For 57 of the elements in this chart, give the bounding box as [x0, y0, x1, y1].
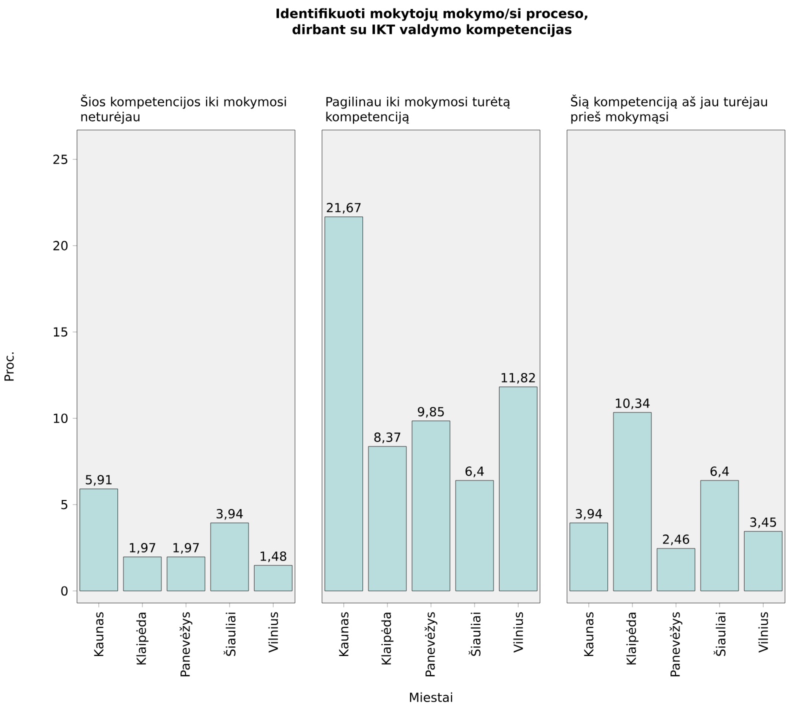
bar: [254, 565, 292, 592]
data-label: 6,4: [710, 466, 729, 478]
y-tick-label: 25: [53, 154, 68, 164]
data-label: 1,97: [130, 542, 156, 554]
x-tick-label: Panevėžys: [670, 612, 682, 676]
bar: [613, 412, 652, 592]
chart-subtitle: Šią kompetenciją aš jau turėjau prieš mokymąsi: [571, 94, 767, 124]
x-tick-label: Panevėžys: [180, 612, 192, 676]
x-tick-label: Šiauliai: [468, 612, 480, 656]
data-label: 8,37: [374, 432, 400, 444]
y-tick-label: 0: [61, 586, 68, 596]
x-tick-label: Vilnius: [758, 612, 768, 653]
chart-subtitle: Pagilinau iki mokymosi turėtą kompetenciją: [326, 96, 510, 124]
text: Identifikuoti mokytojų mokymo/si proceso, dirbant su IKT valdymo kompetencijas: [276, 8, 588, 37]
bar: [80, 488, 118, 592]
data-label: 1,48: [260, 551, 286, 562]
bar: [656, 548, 696, 592]
data-label: 21,67: [326, 202, 361, 214]
y-tick-label: 15: [54, 327, 68, 337]
bar: [570, 522, 608, 592]
x-tick-label: Šiauliai: [224, 612, 236, 656]
y-axis-title: Proc.: [4, 352, 14, 381]
bar: [123, 556, 162, 592]
x-tick-label: Kaunas: [339, 612, 348, 656]
data-label: 2,46: [663, 534, 690, 546]
x-tick-label: Panevėžys: [424, 612, 438, 676]
data-label: 9,85: [418, 406, 444, 418]
y-tick-label: 20: [53, 240, 68, 250]
y-tick-label: 10: [54, 414, 68, 424]
x-tick-label: Kaunas: [584, 612, 594, 656]
data-label: 11,82: [502, 372, 535, 384]
x-tick-label: Vilnius: [268, 612, 278, 653]
x-tick-label: Klaipėda: [136, 612, 148, 664]
bar: [166, 556, 206, 592]
bar: [368, 446, 407, 592]
data-label: 10,34: [616, 398, 650, 410]
data-label: 6,4: [466, 466, 484, 478]
data-label: 1,97: [173, 542, 199, 554]
bar: [412, 420, 450, 592]
y-tick-label: 5: [61, 500, 68, 510]
bar: [744, 531, 782, 592]
data-label: 3,94: [216, 508, 243, 520]
bar: [499, 386, 538, 592]
x-tick-label: Klaipėda: [381, 612, 394, 664]
x-tick-label: Vilnius: [513, 612, 524, 653]
data-label: 5,91: [86, 474, 112, 486]
bar: [210, 522, 249, 592]
bar: [455, 480, 494, 592]
x-tick-label: Kaunas: [94, 612, 104, 656]
x-tick-label: Klaipėda: [626, 612, 638, 664]
bar: [324, 216, 363, 592]
bar: [700, 480, 739, 592]
data-label: 3,94: [576, 508, 602, 520]
x-tick-label: Šiauliai: [714, 612, 726, 656]
data-label: 3,45: [750, 517, 776, 528]
chart-subtitle: Šios kompetencijos iki mokymosi neturėjau: [81, 94, 286, 124]
x-axis-title: Miestai: [410, 692, 452, 702]
